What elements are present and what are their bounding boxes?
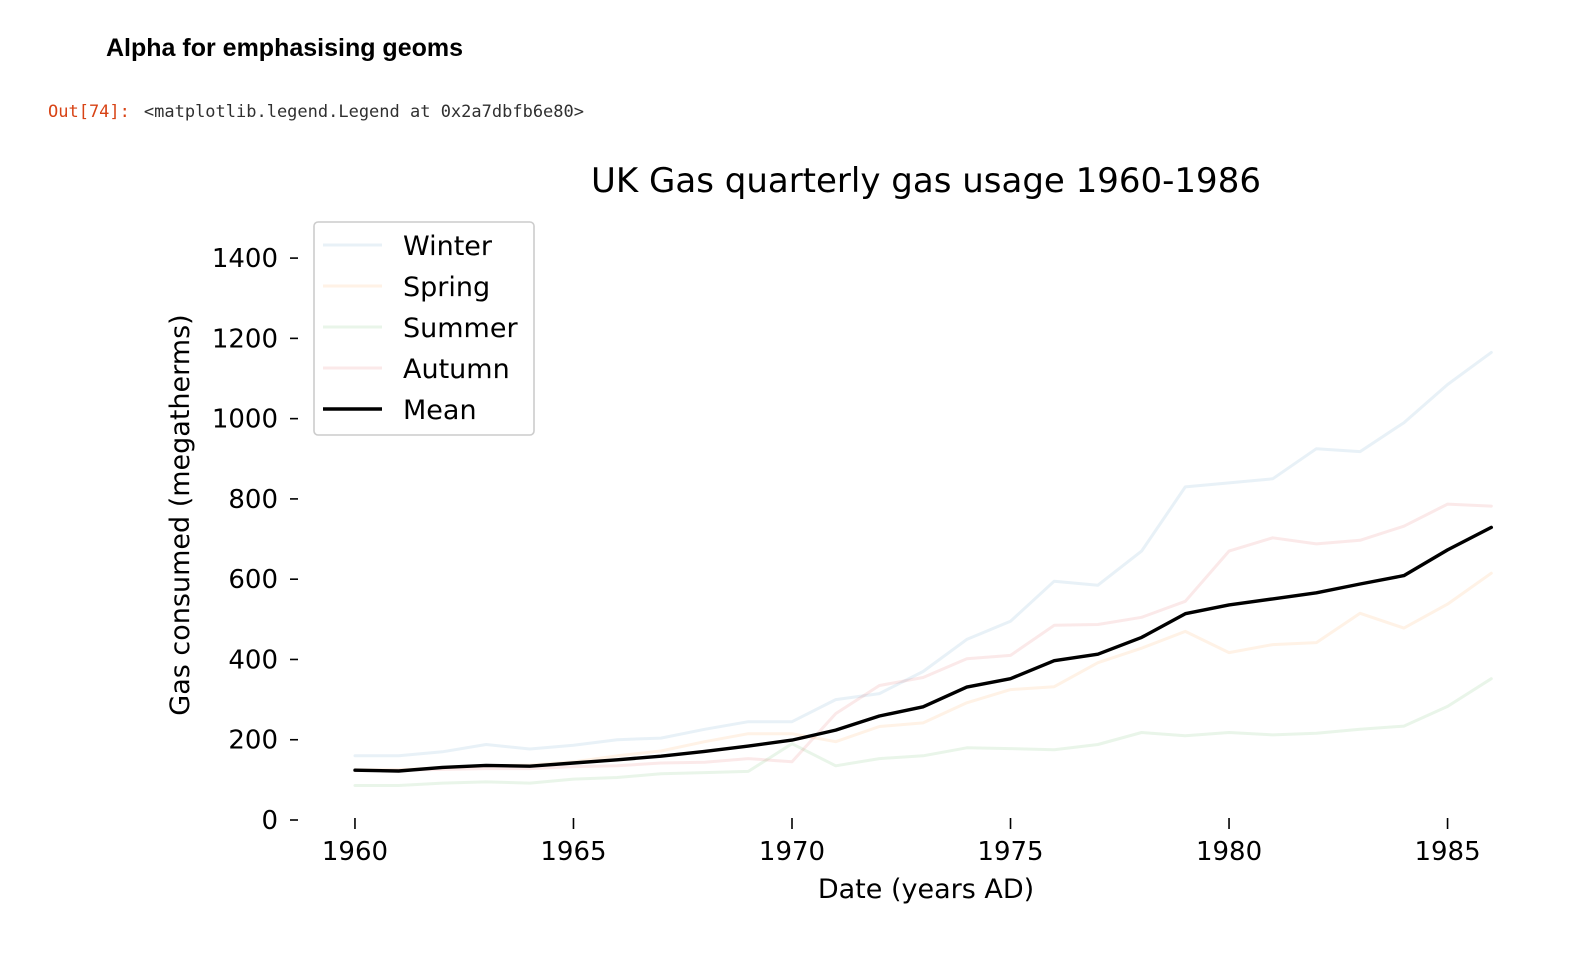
y-tick-label: 400 (228, 645, 278, 675)
series-line-autumn (353, 502, 1493, 773)
output-cell: Out[74]: <matplotlib.legend.Legend at 0x2… (48, 102, 584, 122)
y-tick-label: 200 (228, 726, 278, 756)
legend-label-mean: Mean (403, 395, 477, 426)
series-line-winter (353, 350, 1493, 758)
y-tick-label: 1200 (212, 324, 278, 354)
legend-box (313, 221, 535, 436)
legend-label-winter: Winter (403, 231, 493, 262)
chart-title: UK Gas quarterly gas usage 1960-1986 (591, 161, 1261, 201)
output-text: <matplotlib.legend.Legend at 0x2a7dbfb6e… (143, 102, 584, 122)
y-tick-label: 0 (261, 806, 278, 836)
y-tick-label: 800 (228, 485, 278, 515)
x-tick-label: 1965 (540, 837, 606, 867)
y-tick-label: 600 (228, 565, 278, 595)
x-axis-label: Date (years AD) (818, 874, 1034, 905)
y-axis-label: Gas consumed (megatherms) (165, 314, 196, 715)
legend-label-autumn: Autumn (403, 354, 510, 385)
y-axis: 0 200 400 600 800 1000 1200 1400 (212, 244, 298, 836)
x-tick-label: 1975 (977, 837, 1043, 867)
y-tick-label: 1000 (212, 405, 278, 435)
x-axis: 1960 1965 1970 1975 1980 1985 (322, 818, 1481, 867)
x-tick-label: 1960 (322, 837, 388, 867)
series-line-mean (353, 525, 1494, 773)
x-tick-label: 1985 (1414, 837, 1480, 867)
section-heading: Alpha for emphasising geoms (106, 34, 464, 62)
series-line-summer (353, 677, 1493, 787)
series-layer (353, 350, 1494, 787)
legend-label-spring: Spring (403, 272, 490, 303)
x-tick-label: 1980 (1196, 837, 1262, 867)
legend-label-summer: Summer (403, 313, 518, 344)
legend: Winter Spring Summer Autumn Mean (313, 221, 535, 436)
x-tick-label: 1970 (759, 837, 825, 867)
y-tick-label: 1400 (212, 244, 278, 274)
out-prompt: Out[74]: (48, 102, 130, 122)
